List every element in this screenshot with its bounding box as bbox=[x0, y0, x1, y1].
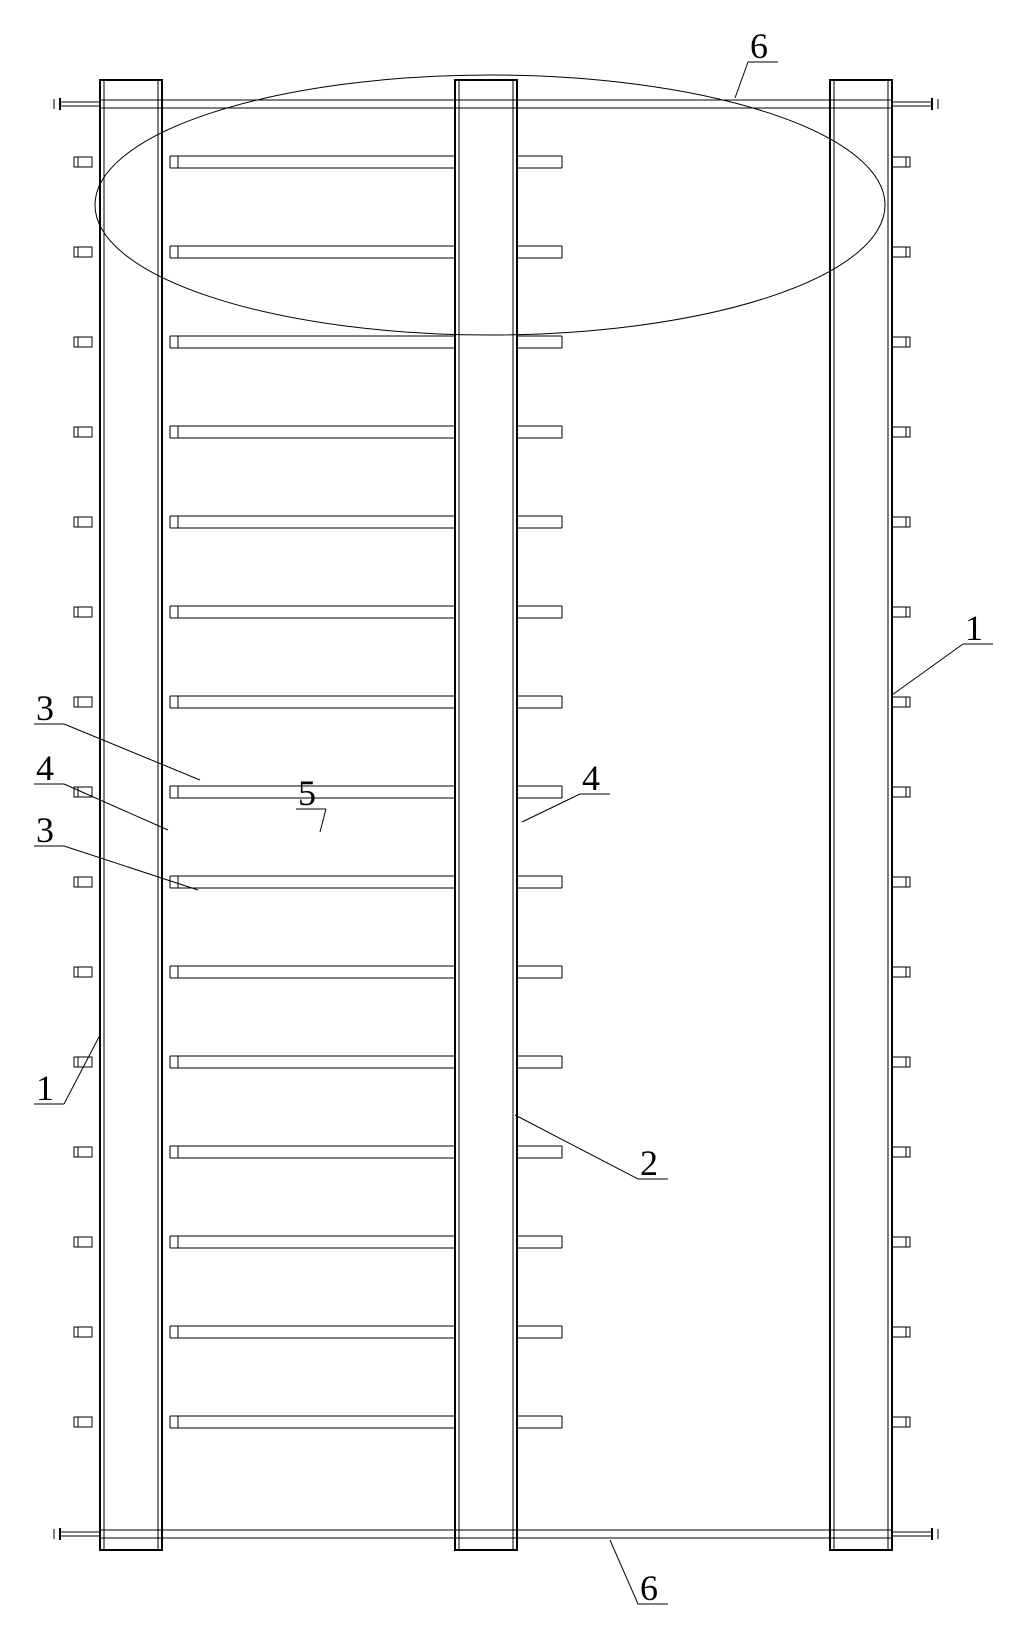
label-1_right: 1 bbox=[892, 608, 993, 695]
label-2: 2 bbox=[515, 1115, 668, 1183]
nib-right bbox=[892, 1147, 910, 1157]
rung-pair bbox=[170, 606, 562, 618]
rung-pair bbox=[170, 696, 562, 708]
nib-left bbox=[74, 1327, 92, 1337]
nib-right bbox=[892, 427, 910, 437]
label-text: 1 bbox=[36, 1068, 54, 1108]
rung-pair bbox=[170, 1416, 562, 1428]
nib-right bbox=[892, 967, 910, 977]
label-1_left: 1 bbox=[34, 1035, 100, 1108]
rung-pair bbox=[170, 246, 562, 258]
leader-line bbox=[610, 1540, 638, 1604]
rung-pair bbox=[170, 336, 562, 348]
label-text: 6 bbox=[750, 26, 768, 66]
rung-pair bbox=[170, 516, 562, 528]
rung-pair bbox=[170, 786, 562, 798]
nib-right bbox=[892, 787, 910, 797]
nib-right bbox=[892, 247, 910, 257]
nib-right bbox=[892, 1327, 910, 1337]
nib-left bbox=[74, 697, 92, 707]
nib-right bbox=[892, 607, 910, 617]
pillar-left bbox=[100, 80, 162, 1550]
leader-line bbox=[320, 809, 326, 832]
rung-pair bbox=[170, 1326, 562, 1338]
nib-left bbox=[74, 1057, 92, 1067]
label-text: 3 bbox=[36, 688, 54, 728]
nib-right bbox=[892, 697, 910, 707]
crossbar-top bbox=[100, 100, 892, 108]
nib-left bbox=[74, 517, 92, 527]
nib-left bbox=[74, 157, 92, 167]
rung-pair bbox=[170, 876, 562, 888]
rung-pair bbox=[170, 966, 562, 978]
label-text: 4 bbox=[582, 758, 600, 798]
leader-line bbox=[64, 784, 168, 830]
label-text: 3 bbox=[36, 810, 54, 850]
label-3_lower: 3 bbox=[34, 810, 198, 890]
pillar-center bbox=[455, 80, 517, 1550]
label-3_upper: 3 bbox=[34, 688, 200, 780]
nib-right bbox=[892, 517, 910, 527]
bolt-bottom-right bbox=[892, 1528, 938, 1540]
nib-left bbox=[74, 1147, 92, 1157]
label-text: 2 bbox=[640, 1143, 658, 1183]
pillars bbox=[100, 80, 892, 1550]
nib-left bbox=[74, 607, 92, 617]
rung-pair bbox=[170, 1236, 562, 1248]
nib-left bbox=[74, 337, 92, 347]
nib-right bbox=[892, 1237, 910, 1247]
crossbar-bottom bbox=[100, 1530, 892, 1538]
leader-line bbox=[735, 62, 748, 98]
leader-line bbox=[64, 724, 200, 780]
label-text: 5 bbox=[298, 773, 316, 813]
callout-ellipse bbox=[95, 75, 885, 335]
nib-left bbox=[74, 247, 92, 257]
rung-pair bbox=[170, 1056, 562, 1068]
crossbars bbox=[100, 100, 892, 1538]
corner-bolts bbox=[54, 98, 938, 1540]
diagram-root: 2 5 6 6 1 1 3 3 4 4 bbox=[34, 26, 993, 1608]
nib-right bbox=[892, 1417, 910, 1427]
leader-line bbox=[892, 644, 963, 695]
ladder-rungs bbox=[170, 156, 562, 1428]
label-6_top: 6 bbox=[735, 26, 778, 98]
leader-line bbox=[64, 1035, 100, 1104]
label-text: 4 bbox=[36, 748, 54, 788]
leader-line bbox=[64, 846, 198, 890]
rung-pair bbox=[170, 156, 562, 168]
nib-left bbox=[74, 427, 92, 437]
label-text: 1 bbox=[965, 608, 983, 648]
label-6_bottom: 6 bbox=[610, 1540, 668, 1608]
bolt-top-right bbox=[892, 98, 938, 110]
rung-pair bbox=[170, 1146, 562, 1158]
pillar-right bbox=[830, 80, 892, 1550]
nib-right bbox=[892, 157, 910, 167]
nib-right bbox=[892, 1057, 910, 1067]
nib-left bbox=[74, 967, 92, 977]
bolt-top-left bbox=[54, 98, 100, 110]
nib-right bbox=[892, 337, 910, 347]
nib-left bbox=[74, 1237, 92, 1247]
label-5: 5 bbox=[296, 773, 326, 832]
leader-line bbox=[515, 1115, 638, 1179]
rung-pair bbox=[170, 426, 562, 438]
label-4_right: 4 bbox=[522, 758, 610, 822]
nib-right bbox=[892, 877, 910, 887]
bolt-bottom-left bbox=[54, 1528, 100, 1540]
nib-left bbox=[74, 1417, 92, 1427]
label-text: 6 bbox=[640, 1568, 658, 1608]
nib-left bbox=[74, 877, 92, 887]
